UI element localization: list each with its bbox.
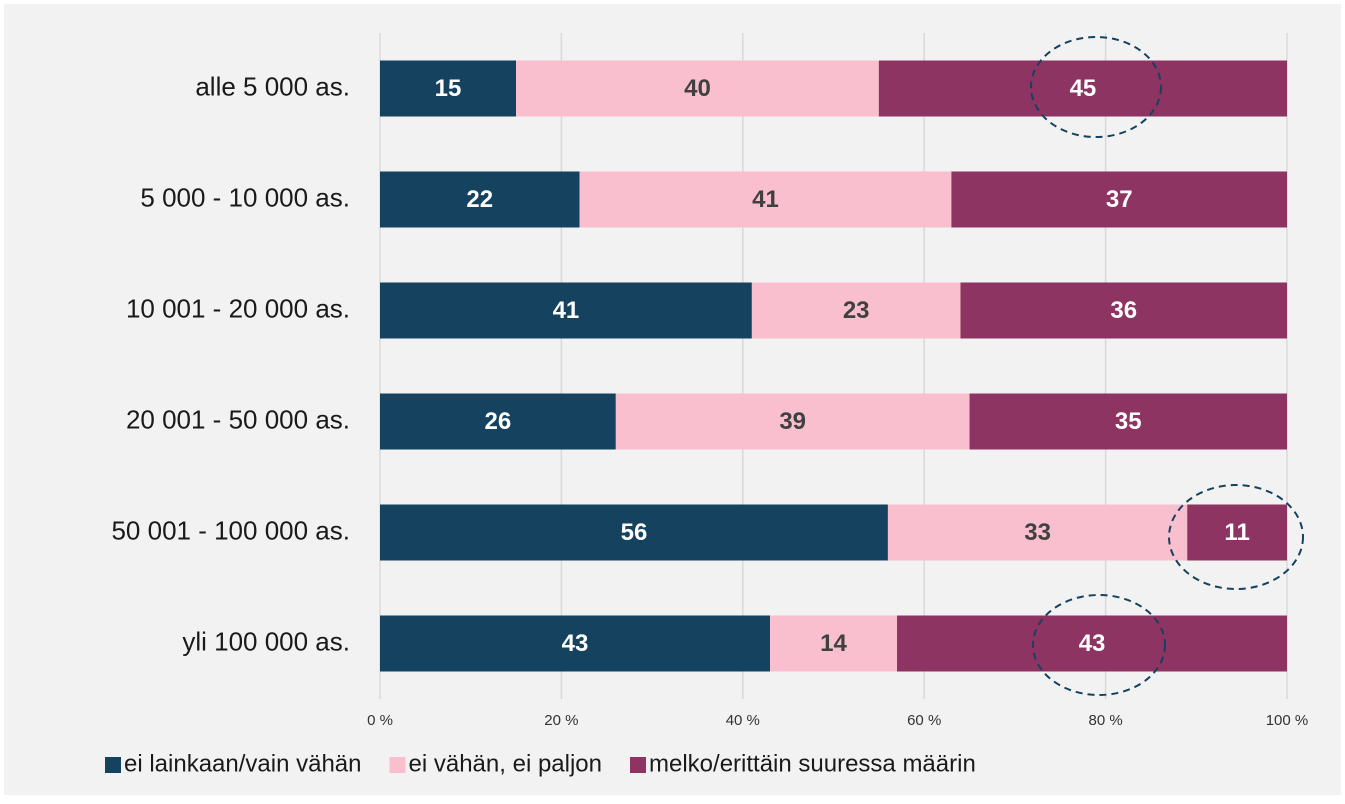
highlight-ellipse [1032,594,1166,696]
bar-segment [770,615,897,672]
data-label: 36 [1110,297,1137,324]
legend-swatch [630,757,646,773]
y-tick-label: 10 001 - 20 000 as. [126,293,350,323]
bar-segment [380,171,580,228]
legend-label: ei vähän, ei paljon [409,750,602,777]
data-label: 56 [621,519,648,546]
data-label: 43 [1079,630,1106,657]
data-label: 37 [1106,186,1133,213]
data-label: 45 [1070,75,1097,102]
bar-segment [887,504,1188,561]
bar-segment [516,60,879,117]
data-label: 23 [843,297,870,324]
bar-segment [878,60,1287,117]
bar-segment [951,171,1287,228]
data-label: 41 [553,297,580,324]
bar-segment [380,282,752,339]
bar-segment [579,171,952,228]
highlight-ellipse [1168,484,1304,590]
bar-segment [380,615,771,672]
bar-segment [615,393,970,450]
bar-segment [380,393,616,450]
y-tick-label: 50 001 - 100 000 as. [111,515,350,545]
data-label: 35 [1115,408,1142,435]
legend-swatch [389,757,406,773]
data-label: 40 [684,75,711,102]
x-tick-label: 100 % [1266,712,1309,729]
y-tick-label: yli 100 000 as. [182,626,350,656]
data-label: 22 [466,186,493,213]
x-tick-label: 0 % [367,712,393,729]
data-label: 11 [1224,519,1249,546]
x-tick-label: 80 % [1088,712,1122,729]
data-label: 43 [562,630,589,657]
data-label: 26 [485,408,512,435]
bar-segment [1187,504,1287,561]
bar-segment [896,615,1287,672]
legend-label: melko/erittäin suuressa määrin [649,750,976,777]
data-label: 39 [779,408,806,435]
bar-segment [969,393,1287,450]
data-label: 15 [435,75,462,102]
data-label: 41 [752,186,779,213]
bar-segment [380,504,888,561]
bar-segment [751,282,961,339]
y-tick-label: alle 5 000 as. [195,71,350,101]
x-tick-label: 40 % [726,712,760,729]
legend-label: ei lainkaan/vain vähän [124,750,362,777]
data-label: 33 [1024,519,1051,546]
annotations [1030,36,1304,696]
bar-segment [960,282,1287,339]
x-tick-label: 20 % [544,712,578,729]
highlight-ellipse [1030,36,1162,138]
y-tick-label: 5 000 - 10 000 as. [140,182,350,212]
bar-segment [380,60,517,117]
y-tick-label: 20 001 - 50 000 as. [126,404,350,434]
data-label: 14 [820,630,847,657]
x-tick-label: 60 % [907,712,941,729]
legend-swatch [105,757,121,773]
